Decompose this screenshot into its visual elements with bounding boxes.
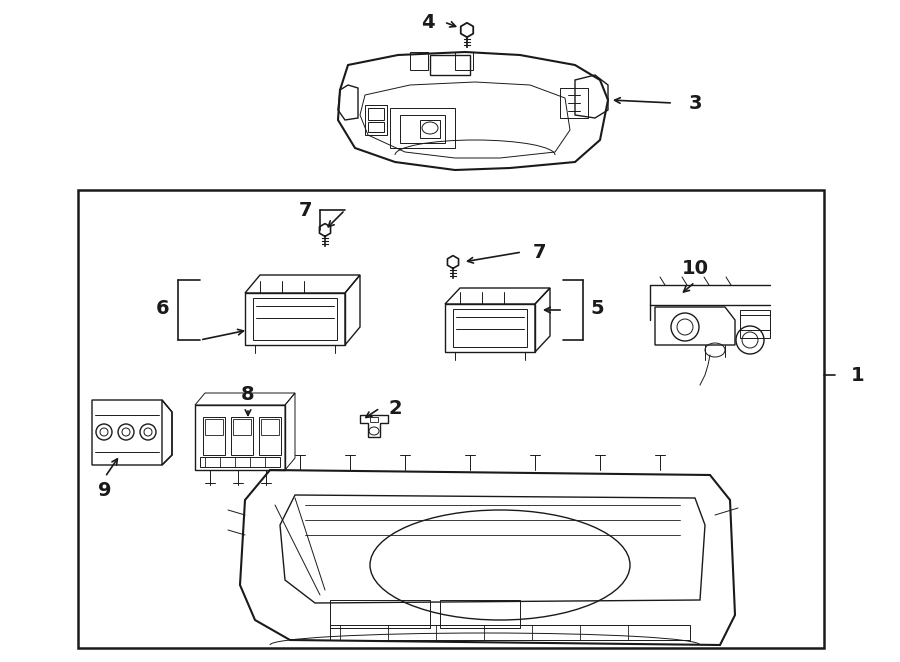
Bar: [400, 115, 445, 143]
Bar: [440, 600, 520, 628]
Text: 10: 10: [681, 258, 708, 277]
Text: 4: 4: [421, 13, 435, 32]
Bar: [410, 52, 428, 70]
Bar: [370, 417, 378, 422]
Bar: [560, 88, 588, 118]
Bar: [231, 417, 253, 455]
Text: 5: 5: [590, 299, 604, 318]
Text: 7: 7: [298, 201, 311, 220]
Bar: [368, 122, 384, 132]
Bar: [261, 419, 279, 435]
Bar: [200, 457, 280, 467]
Bar: [253, 298, 337, 340]
Text: 9: 9: [98, 481, 112, 500]
Bar: [205, 419, 223, 435]
Text: 8: 8: [241, 385, 255, 404]
Bar: [453, 309, 527, 347]
Bar: [390, 108, 455, 148]
Bar: [365, 105, 387, 135]
Bar: [368, 108, 384, 120]
Bar: [203, 417, 225, 455]
Text: 2: 2: [388, 399, 401, 418]
Text: 3: 3: [688, 93, 702, 113]
Bar: [259, 417, 281, 455]
Bar: [78, 190, 824, 648]
Text: 6: 6: [157, 299, 170, 318]
Bar: [740, 310, 770, 338]
Bar: [330, 625, 690, 640]
Text: 7: 7: [533, 242, 547, 261]
Text: 1: 1: [851, 365, 865, 385]
Bar: [455, 52, 473, 70]
Bar: [430, 55, 470, 75]
Bar: [233, 419, 251, 435]
Bar: [330, 600, 430, 628]
Bar: [420, 120, 440, 138]
